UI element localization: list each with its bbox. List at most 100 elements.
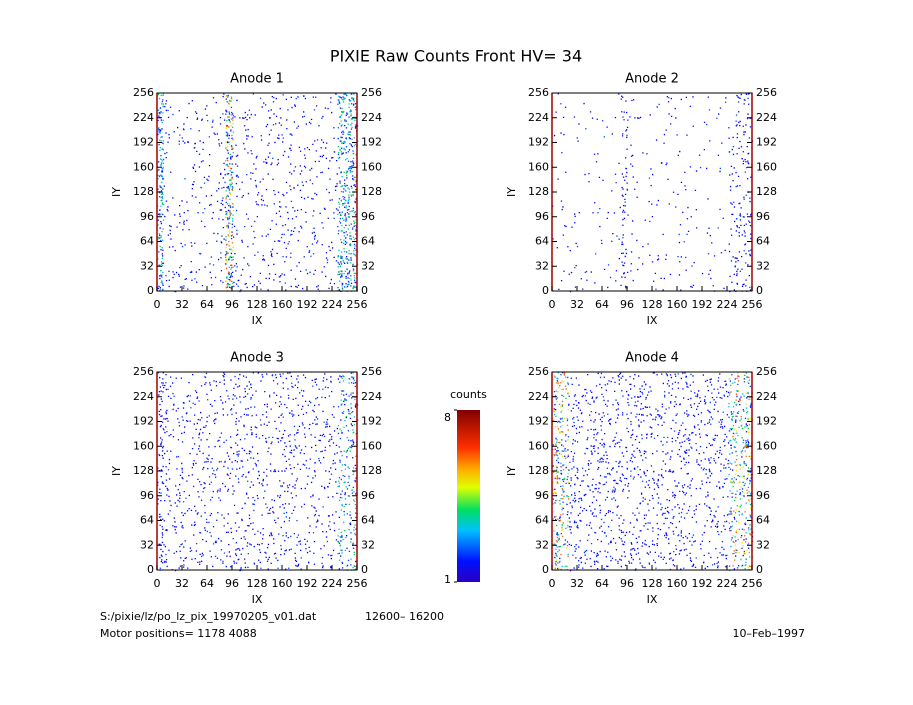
x-tick-label: 224 (322, 577, 343, 590)
colorbar-label: counts (450, 388, 487, 401)
panel-title: Anode 3 (230, 351, 284, 366)
y-tick-label: 0 (756, 284, 763, 297)
y-tick-label: 32 (756, 538, 770, 551)
y-axis-label: IY (110, 187, 123, 197)
x-tick-label: 160 (272, 298, 293, 311)
y-tick-label: 256 (756, 86, 777, 99)
y-tick-label: 0 (542, 563, 549, 576)
x-tick-label: 192 (692, 298, 713, 311)
plot-frame (156, 92, 358, 292)
y-tick-label: 32 (361, 259, 375, 272)
x-tick-label: 96 (620, 577, 634, 590)
x-tick-label: 64 (200, 298, 214, 311)
colorbar-tick-label: 1 (444, 573, 451, 586)
y-tick-label: 160 (361, 439, 382, 452)
page-title: PIXIE Raw Counts Front HV= 34 (330, 47, 582, 66)
y-tick-label: 256 (528, 365, 549, 378)
x-tick-label: 160 (667, 298, 688, 311)
pixel-texture (157, 372, 359, 571)
y-axis-label: IY (505, 466, 518, 476)
x-tick-label: 128 (247, 298, 268, 311)
x-axis-label: IX (647, 593, 658, 606)
y-tick-label: 128 (133, 464, 154, 477)
y-tick-label: 64 (361, 235, 375, 248)
y-tick-label: 224 (133, 111, 154, 124)
y-tick-label: 160 (528, 439, 549, 452)
y-tick-label: 32 (535, 259, 549, 272)
y-tick-label: 96 (361, 210, 375, 223)
x-tick-label: 192 (297, 298, 318, 311)
y-tick-label: 224 (756, 111, 777, 124)
y-tick-label: 224 (361, 111, 382, 124)
y-tick-label: 128 (756, 464, 777, 477)
x-tick-label: 160 (667, 577, 688, 590)
y-tick-label: 256 (133, 365, 154, 378)
pixel-texture (552, 372, 754, 572)
y-tick-label: 128 (361, 185, 382, 198)
y-tick-label: 192 (756, 136, 777, 149)
x-axis-label: IX (252, 593, 263, 606)
y-tick-label: 256 (361, 365, 382, 378)
y-tick-label: 96 (756, 489, 770, 502)
y-tick-label: 128 (528, 464, 549, 477)
x-tick-label: 0 (549, 577, 556, 590)
y-tick-label: 256 (528, 86, 549, 99)
x-tick-label: 224 (717, 577, 738, 590)
x-tick-label: 224 (322, 298, 343, 311)
x-tick-label: 256 (347, 577, 368, 590)
x-tick-label: 32 (175, 298, 189, 311)
y-tick-label: 128 (361, 464, 382, 477)
pixel-texture (560, 93, 753, 290)
y-tick-label: 192 (528, 415, 549, 428)
y-tick-label: 64 (140, 514, 154, 527)
plot-frame (156, 371, 358, 571)
x-tick-label: 32 (570, 298, 584, 311)
y-tick-label: 160 (528, 160, 549, 173)
y-tick-label: 0 (361, 563, 368, 576)
x-tick-label: 0 (154, 298, 161, 311)
x-tick-label: 64 (200, 577, 214, 590)
y-tick-label: 64 (756, 514, 770, 527)
y-tick-label: 32 (756, 259, 770, 272)
y-tick-label: 224 (756, 390, 777, 403)
x-tick-label: 224 (717, 298, 738, 311)
x-tick-label: 256 (742, 298, 763, 311)
y-tick-label: 64 (361, 514, 375, 527)
y-tick-label: 32 (140, 259, 154, 272)
y-tick-label: 256 (133, 86, 154, 99)
y-tick-label: 96 (361, 489, 375, 502)
y-tick-label: 64 (140, 235, 154, 248)
y-tick-label: 256 (756, 365, 777, 378)
y-tick-label: 128 (528, 185, 549, 198)
panel-title: Anode 4 (625, 351, 679, 366)
y-tick-label: 0 (147, 284, 154, 297)
count-range: 12600– 16200 (365, 610, 444, 623)
date: 10–Feb–1997 (733, 627, 805, 640)
y-tick-label: 224 (361, 390, 382, 403)
y-tick-label: 32 (535, 538, 549, 551)
y-tick-label: 0 (147, 563, 154, 576)
colorbar-tick-label: 8 (444, 411, 451, 424)
y-tick-label: 160 (756, 160, 777, 173)
x-tick-label: 32 (570, 577, 584, 590)
x-tick-label: 96 (620, 298, 634, 311)
y-tick-label: 160 (756, 439, 777, 452)
y-tick-label: 224 (528, 111, 549, 124)
y-tick-label: 64 (535, 235, 549, 248)
y-tick-label: 96 (535, 489, 549, 502)
y-tick-label: 0 (542, 284, 549, 297)
y-axis-label: IY (110, 466, 123, 476)
pixel-texture (157, 372, 358, 572)
y-tick-label: 224 (528, 390, 549, 403)
y-tick-label: 96 (756, 210, 770, 223)
y-tick-label: 224 (133, 390, 154, 403)
x-tick-label: 64 (595, 298, 609, 311)
pixel-texture (552, 93, 754, 293)
y-tick-label: 128 (756, 185, 777, 198)
y-tick-label: 96 (140, 489, 154, 502)
x-tick-label: 0 (549, 298, 556, 311)
pixel-texture (552, 372, 753, 569)
x-axis-label: IX (647, 314, 658, 327)
pixel-texture (157, 93, 359, 292)
